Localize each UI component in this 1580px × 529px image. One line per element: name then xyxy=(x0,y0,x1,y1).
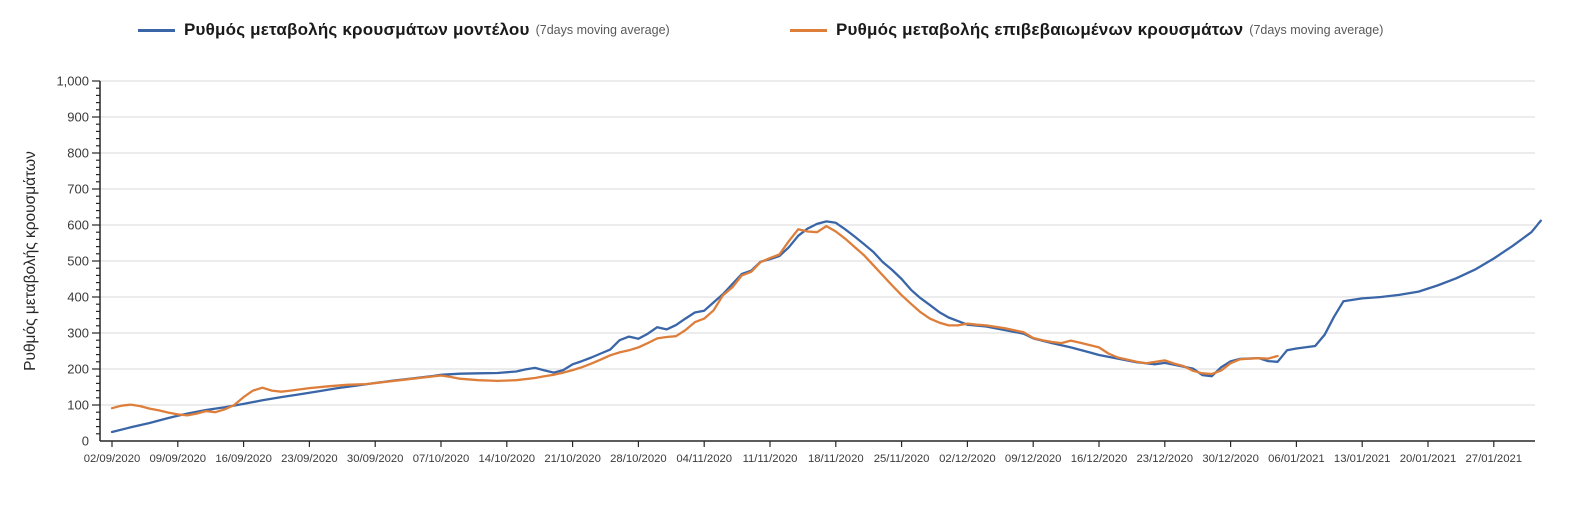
svg-text:02/12/2020: 02/12/2020 xyxy=(939,453,996,465)
svg-text:04/11/2020: 04/11/2020 xyxy=(676,453,732,465)
svg-text:06/01/2021: 06/01/2021 xyxy=(1268,453,1325,465)
svg-text:18/11/2020: 18/11/2020 xyxy=(808,453,864,465)
svg-text:09/12/2020: 09/12/2020 xyxy=(1005,453,1062,465)
legend-label-model: Ρυθμός μεταβολής κρουσμάτων μοντέλου xyxy=(184,20,530,39)
y-axis-title: Ρυθμός μεταβολής κρουσμάτων xyxy=(22,151,39,371)
svg-text:09/09/2020: 09/09/2020 xyxy=(150,453,207,465)
svg-text:20/01/2021: 20/01/2021 xyxy=(1400,453,1457,465)
svg-text:300: 300 xyxy=(67,326,89,341)
svg-text:30/09/2020: 30/09/2020 xyxy=(347,453,404,465)
svg-text:700: 700 xyxy=(67,182,89,197)
svg-text:27/01/2021: 27/01/2021 xyxy=(1466,453,1523,465)
legend-line-confirmed-swatch xyxy=(790,28,827,32)
svg-text:07/10/2020: 07/10/2020 xyxy=(413,453,470,465)
svg-text:900: 900 xyxy=(67,110,89,125)
svg-text:11/11/2020: 11/11/2020 xyxy=(743,453,798,465)
legend-line-model-swatch xyxy=(138,28,175,32)
svg-text:0: 0 xyxy=(82,434,89,449)
svg-text:200: 200 xyxy=(67,362,89,377)
legend-item-model: Ρυθμός μεταβολής κρουσμάτων μοντέλου (7d… xyxy=(138,20,670,40)
svg-text:16/09/2020: 16/09/2020 xyxy=(215,453,272,465)
svg-text:28/10/2020: 28/10/2020 xyxy=(610,453,667,465)
svg-text:16/12/2020: 16/12/2020 xyxy=(1071,453,1128,465)
svg-text:600: 600 xyxy=(67,218,89,233)
svg-text:21/10/2020: 21/10/2020 xyxy=(544,453,601,465)
legend-suffix-model: (7days moving average) xyxy=(535,23,670,37)
svg-text:23/09/2020: 23/09/2020 xyxy=(281,453,338,465)
svg-text:25/11/2020: 25/11/2020 xyxy=(874,453,930,465)
svg-text:13/01/2021: 13/01/2021 xyxy=(1334,453,1391,465)
svg-text:500: 500 xyxy=(67,254,89,269)
legend-label-confirmed: Ρυθμός μεταβολής επιβεβαιωμένων κρουσμάτ… xyxy=(836,20,1244,39)
svg-text:1,000: 1,000 xyxy=(56,74,89,89)
legend: Ρυθμός μεταβολής κρουσμάτων μοντέλου (7d… xyxy=(0,20,1580,54)
svg-text:02/09/2020: 02/09/2020 xyxy=(84,453,141,465)
svg-text:30/12/2020: 30/12/2020 xyxy=(1202,453,1259,465)
svg-text:100: 100 xyxy=(67,398,89,413)
legend-suffix-confirmed: (7days moving average) xyxy=(1249,23,1384,37)
svg-text:14/10/2020: 14/10/2020 xyxy=(479,453,536,465)
legend-item-confirmed: Ρυθμός μεταβολής επιβεβαιωμένων κρουσμάτ… xyxy=(790,20,1383,40)
svg-text:400: 400 xyxy=(67,290,89,305)
svg-text:800: 800 xyxy=(67,146,89,161)
svg-text:23/12/2020: 23/12/2020 xyxy=(1137,453,1194,465)
